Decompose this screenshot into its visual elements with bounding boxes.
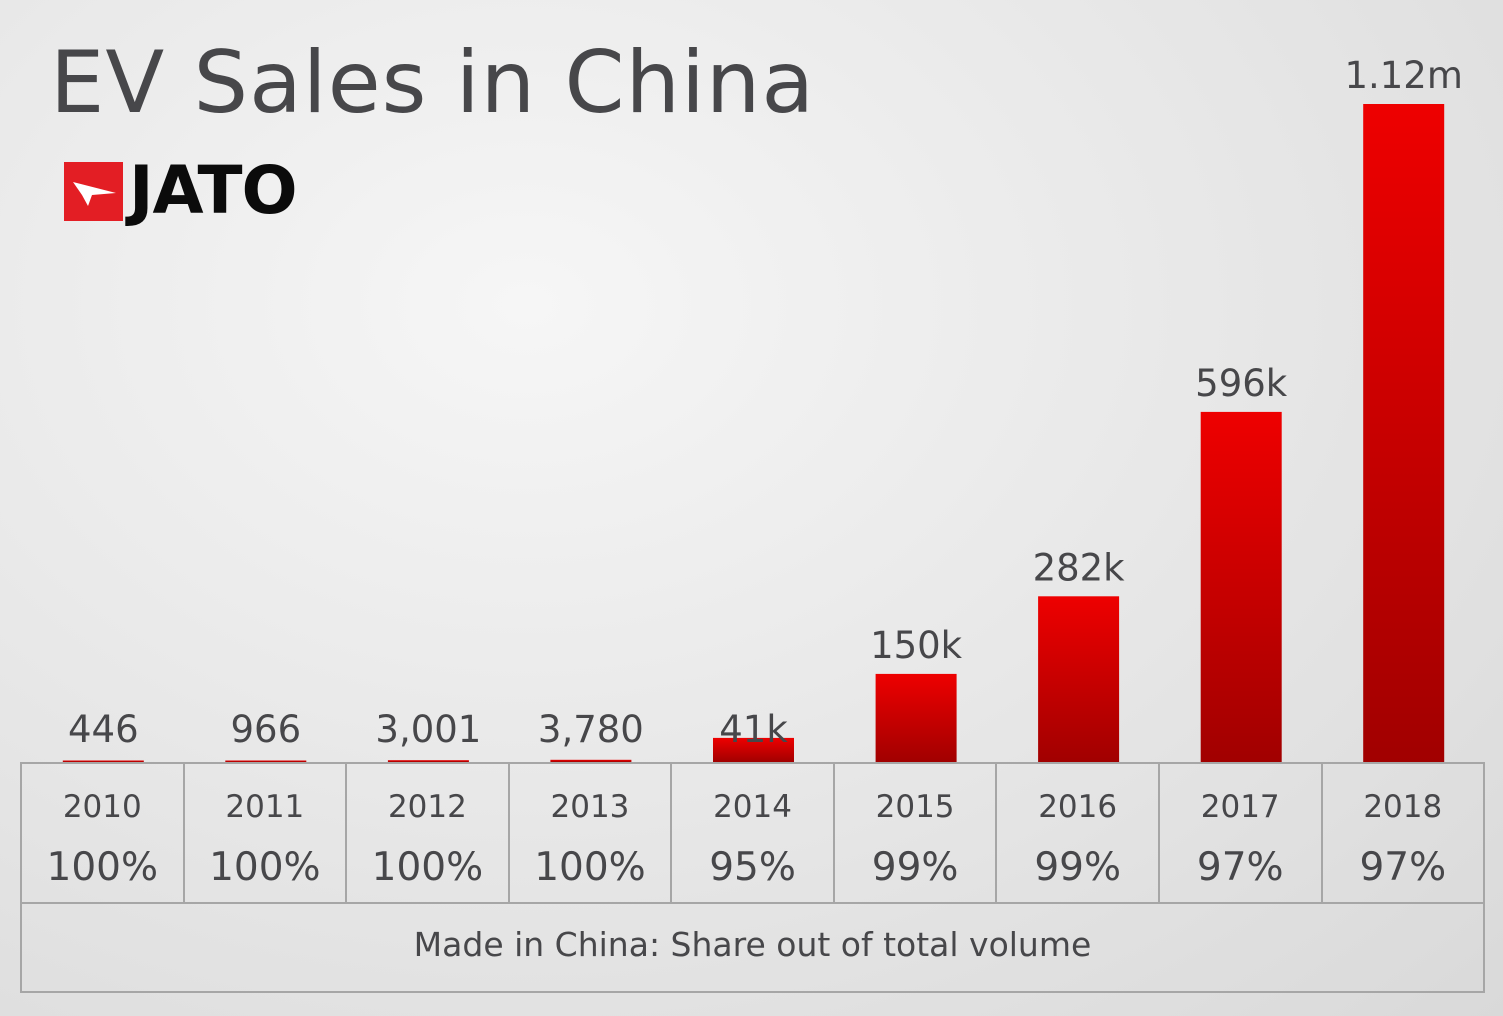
year-label-2013: 2013 (550, 789, 630, 825)
year-cell-2011: 2011 100% (185, 764, 348, 902)
share-label-2014: 95% (709, 845, 796, 890)
bar-2012 (387, 760, 469, 762)
share-label-2015: 99% (871, 845, 959, 890)
value-label-2015: 150k (870, 624, 963, 667)
bars-group (62, 104, 1445, 762)
bar-2013 (550, 759, 632, 762)
year-cell-2010: 2010 100% (22, 764, 185, 902)
jato-logo: JATO (64, 152, 298, 229)
bar-2017 (1200, 411, 1282, 762)
value-label-2013: 3,780 (538, 708, 644, 751)
year-cell-2018: 2018 97% (1323, 764, 1484, 902)
year-cell-2015: 2015 99% (835, 764, 998, 902)
jato-logo-icon (64, 161, 123, 221)
share-label-2016: 99% (1034, 845, 1121, 890)
value-label-2017: 596k (1195, 362, 1288, 405)
value-label-2010: 446 (68, 708, 139, 751)
bar-2015 (875, 673, 957, 762)
value-label-2018: 1.12m (1344, 54, 1462, 97)
year-label-2016: 2016 (1038, 789, 1118, 825)
year-label-2014: 2014 (713, 789, 792, 825)
jato-logo-text: JATO (129, 152, 298, 229)
chart-title: EV Sales in China (50, 33, 816, 133)
year-cell-2013: 2013 100% (510, 764, 673, 902)
value-label-2016: 282k (1033, 546, 1126, 589)
table-footer: Made in China: Share out of total volume (20, 902, 1485, 993)
year-label-2010: 2010 (62, 789, 142, 825)
share-label-2017: 97% (1196, 845, 1284, 890)
year-label-2012: 2012 (387, 789, 467, 825)
bar-2011 (225, 760, 307, 762)
share-label-2012: 100% (371, 845, 484, 890)
value-labels-group: 446 966 3,001 3,780 41k 150k 282k 596k 1.12m (68, 54, 1463, 751)
bar-2010 (62, 760, 144, 762)
year-cell-2017: 2017 97% (1160, 764, 1323, 902)
bar-2018 (1363, 104, 1445, 762)
data-table: 2010 100% 2011 100% 2012 100% 2013 100% 2014 95% 2… (20, 762, 1485, 993)
year-cell-2014: 2014 95% (672, 764, 835, 902)
table-footer-text: Made in China: Share out of total volume (413, 925, 1092, 964)
value-label-2011: 966 (230, 708, 301, 751)
share-label-2011: 100% (209, 845, 321, 890)
value-label-2014: 41k (719, 708, 788, 751)
bar-2014 (713, 737, 794, 762)
year-cell-2012: 2012 100% (347, 764, 510, 902)
share-label-2010: 100% (46, 845, 159, 890)
year-label-2017: 2017 (1200, 789, 1280, 825)
year-label-2015: 2015 (875, 789, 955, 825)
share-label-2013: 100% (534, 845, 646, 890)
year-cell-2016: 2016 99% (997, 764, 1160, 902)
years-row: 2010 100% 2011 100% 2012 100% 2013 100% 2014 95% 2… (20, 762, 1485, 904)
value-label-2012: 3,001 (375, 708, 481, 751)
bar-2016 (1038, 596, 1120, 762)
year-label-2011: 2011 (225, 789, 305, 825)
year-label-2018: 2018 (1363, 789, 1443, 825)
share-label-2018: 97% (1359, 845, 1447, 890)
